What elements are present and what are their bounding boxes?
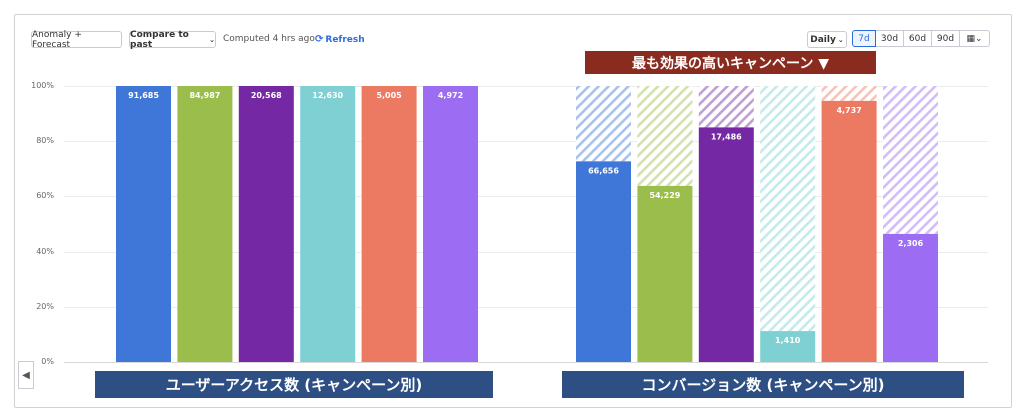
bar-value-label: 12,630 xyxy=(312,91,343,100)
chevron-down-icon: ⌄ xyxy=(837,35,844,44)
refresh-label: Refresh xyxy=(325,34,365,45)
calendar-icon: ▦⌄ xyxy=(966,33,983,44)
bar[interactable] xyxy=(698,127,754,363)
bar-value-label: 4,972 xyxy=(438,91,463,100)
gridline xyxy=(64,86,988,87)
bar-remainder xyxy=(760,86,816,332)
computed-timestamp: Computed 4 hrs ago xyxy=(223,34,315,44)
bar[interactable] xyxy=(576,161,631,362)
bar-value-label: 20,568 xyxy=(251,91,282,100)
y-tick: 100% xyxy=(31,81,54,90)
gridline xyxy=(64,196,988,197)
calendar-button[interactable]: ▦⌄ xyxy=(960,30,990,47)
bar[interactable] xyxy=(637,185,693,362)
bar[interactable] xyxy=(423,86,478,362)
bar-value-label: 84,987 xyxy=(189,91,220,100)
anomaly-forecast-button[interactable]: Anomaly + Forecast xyxy=(31,30,122,50)
bar-value-label: 5,005 xyxy=(376,91,402,100)
y-tick: 20% xyxy=(36,302,54,311)
top-campaign-banner: 最も効果の高いキャンペーン ▼ xyxy=(585,51,876,74)
refresh-button[interactable]: ⟳ Refresh xyxy=(315,34,365,45)
range-60d[interactable]: 60d xyxy=(904,30,932,47)
range-90d[interactable]: 90d xyxy=(932,30,960,47)
bar[interactable] xyxy=(300,86,356,362)
bar-remainder xyxy=(698,86,754,128)
gridline xyxy=(64,252,988,253)
bar-remainder xyxy=(637,86,693,186)
bar-value-label: 2,306 xyxy=(898,239,924,248)
conversion-group-label: コンバージョン数 (キャンペーン別) xyxy=(562,371,964,398)
y-tick: 0% xyxy=(41,357,54,366)
bar-value-label: 4,737 xyxy=(836,106,861,115)
bar-remainder xyxy=(883,86,938,234)
interval-label: Daily xyxy=(810,34,836,45)
compare-label: Compare to past xyxy=(130,29,189,50)
bar[interactable] xyxy=(116,86,171,362)
bar[interactable] xyxy=(883,233,938,362)
range-7d[interactable]: 7d xyxy=(852,30,876,47)
y-tick: 60% xyxy=(36,191,54,200)
refresh-icon: ⟳ xyxy=(315,34,324,45)
bar[interactable] xyxy=(821,100,877,363)
range-selector: 7d 30d 60d 90d ▦⌄ xyxy=(852,30,990,47)
bar-value-label: 66,656 xyxy=(588,166,619,175)
bar[interactable] xyxy=(361,86,417,362)
chevron-left-icon: ◀ xyxy=(22,369,30,381)
compare-to-past-dropdown[interactable]: Compare to past ⌄ xyxy=(129,29,216,50)
bar-remainder xyxy=(576,86,631,162)
bar[interactable] xyxy=(177,86,233,362)
bar-value-label: 91,685 xyxy=(128,91,159,100)
bar-remainder xyxy=(821,86,877,101)
bar[interactable] xyxy=(760,331,816,362)
chevron-down-icon: ⌄ xyxy=(209,35,215,44)
interval-dropdown[interactable]: Daily ⌄ xyxy=(807,31,847,48)
y-tick: 40% xyxy=(36,247,54,256)
gridline xyxy=(64,307,988,308)
baseline xyxy=(64,362,988,363)
bar[interactable] xyxy=(238,86,294,362)
bar-value-label: 1,410 xyxy=(775,336,801,345)
bar-value-label: 17,486 xyxy=(711,132,742,141)
bar-value-label: 54,229 xyxy=(649,191,680,200)
y-tick: 80% xyxy=(36,136,54,145)
access-group-label: ユーザーアクセス数 (キャンペーン別) xyxy=(95,371,493,398)
range-30d[interactable]: 30d xyxy=(876,30,904,47)
scroll-left-button[interactable]: ◀ xyxy=(18,361,34,389)
gridline xyxy=(64,141,988,142)
